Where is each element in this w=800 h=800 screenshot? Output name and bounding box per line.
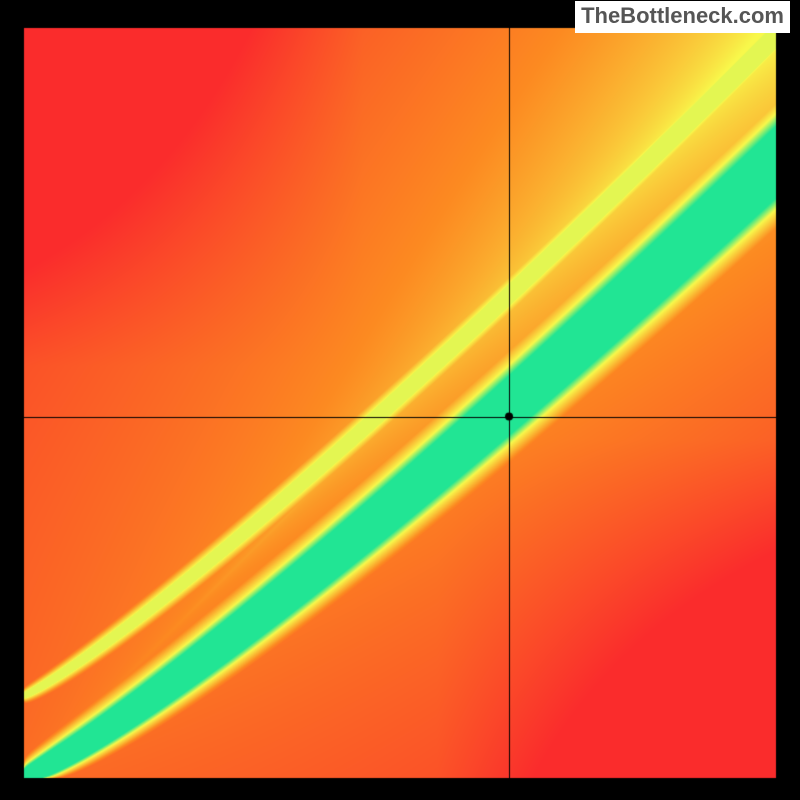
bottleneck-heatmap-canvas xyxy=(0,0,800,800)
watermark-label: TheBottleneck.com xyxy=(575,1,790,33)
